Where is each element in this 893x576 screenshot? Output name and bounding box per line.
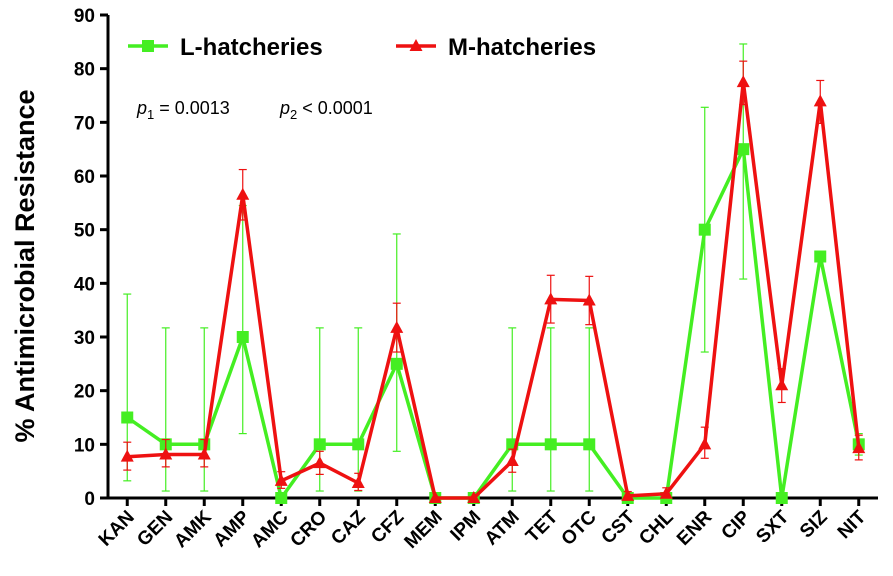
- x-tick-label: ENR: [673, 506, 716, 549]
- legend-entry-L-hatcheries: L-hatcheries: [128, 34, 323, 61]
- data-point: [197, 447, 211, 460]
- x-tick-label: CAZ: [327, 506, 370, 549]
- p1-annotation: p1 = 0.0013: [136, 98, 230, 122]
- y-tick-label: 40: [74, 274, 95, 295]
- series-line: [127, 80, 861, 500]
- y-tick-label: 90: [74, 6, 95, 27]
- data-point: [621, 488, 635, 501]
- data-point: [698, 223, 711, 236]
- series-M-hatcheries: [120, 60, 866, 503]
- y-axis-label: % Antimicrobial Resistance: [10, 89, 40, 442]
- legend-label: L-hatcheries: [180, 34, 323, 61]
- x-tick-label: NIT: [834, 506, 871, 543]
- data-point: [544, 292, 558, 305]
- x-tick-label: IPM: [447, 507, 486, 546]
- data-point: [813, 94, 827, 107]
- data-point: [352, 438, 365, 451]
- x-tick-label: AMK: [170, 506, 216, 552]
- data-point: [505, 453, 519, 466]
- chart-axes: [106, 15, 878, 500]
- p-values-annotation: p1 = 0.0013 p2 < 0.0001: [136, 98, 373, 122]
- data-point: [275, 492, 288, 504]
- legend-entry-M-hatcheries: M-hatcheries: [396, 34, 596, 61]
- x-tick-label: SXT: [752, 506, 793, 547]
- legend-marker: [142, 40, 154, 52]
- x-tick-label: CST: [598, 506, 640, 548]
- legend-marker: [409, 39, 423, 51]
- legend: L-hatcheries M-hatcheries: [128, 34, 596, 61]
- y-tick-label: 10: [74, 435, 95, 456]
- data-point: [428, 491, 442, 503]
- y-tick-label: 80: [74, 60, 95, 81]
- x-tick-label: CIP: [718, 506, 755, 543]
- y-tick-label: 70: [74, 113, 95, 134]
- x-tick-label: KAN: [95, 507, 139, 551]
- data-point: [313, 438, 326, 451]
- x-tick-label: CHL: [635, 506, 678, 549]
- data-point: [775, 378, 789, 391]
- x-tick-label: OTC: [558, 506, 601, 549]
- data-point: [351, 475, 365, 488]
- x-tick-label: TET: [522, 506, 563, 547]
- data-point: [814, 250, 827, 263]
- x-tick-label: GEN: [133, 507, 177, 551]
- x-tick-label: AMP: [210, 506, 255, 551]
- data-point: [467, 491, 481, 503]
- data-point: [236, 187, 250, 200]
- data-point: [737, 143, 750, 156]
- y-ticks: 0 10 20 30 40 50 60 70 80 90: [74, 6, 108, 510]
- series-line: [126, 147, 861, 500]
- x-tick-label: SIZ: [796, 506, 832, 542]
- data-point: [313, 456, 327, 469]
- x-tick-label: MEM: [401, 507, 447, 553]
- x-tick-label: CRO: [287, 507, 332, 552]
- data-point: [583, 438, 596, 451]
- y-tick-label: 60: [74, 167, 95, 188]
- x-tick-label: CFZ: [367, 506, 408, 547]
- data-point: [159, 447, 173, 460]
- data-point: [274, 473, 288, 486]
- data-point: [736, 75, 750, 88]
- data-point: [544, 438, 557, 451]
- y-tick-label: 50: [74, 221, 95, 242]
- p2-annotation: p2 < 0.0001: [279, 98, 373, 122]
- data-point: [120, 449, 134, 462]
- data-point: [390, 320, 404, 333]
- data-point: [698, 437, 712, 450]
- data-point: [582, 293, 596, 306]
- x-tick-label: AMC: [247, 506, 293, 552]
- data-point: [390, 357, 403, 370]
- data-point: [659, 486, 673, 499]
- data-point: [236, 331, 249, 343]
- y-tick-label: 0: [84, 489, 95, 510]
- y-tick-label: 30: [74, 328, 95, 349]
- data-point: [775, 492, 788, 504]
- y-tick-label: 20: [74, 382, 95, 403]
- data-point: [121, 411, 134, 424]
- data-point: [852, 441, 866, 454]
- legend-label: M-hatcheries: [448, 34, 596, 61]
- x-tick-label: ATM: [481, 507, 524, 550]
- series-group: [120, 43, 866, 504]
